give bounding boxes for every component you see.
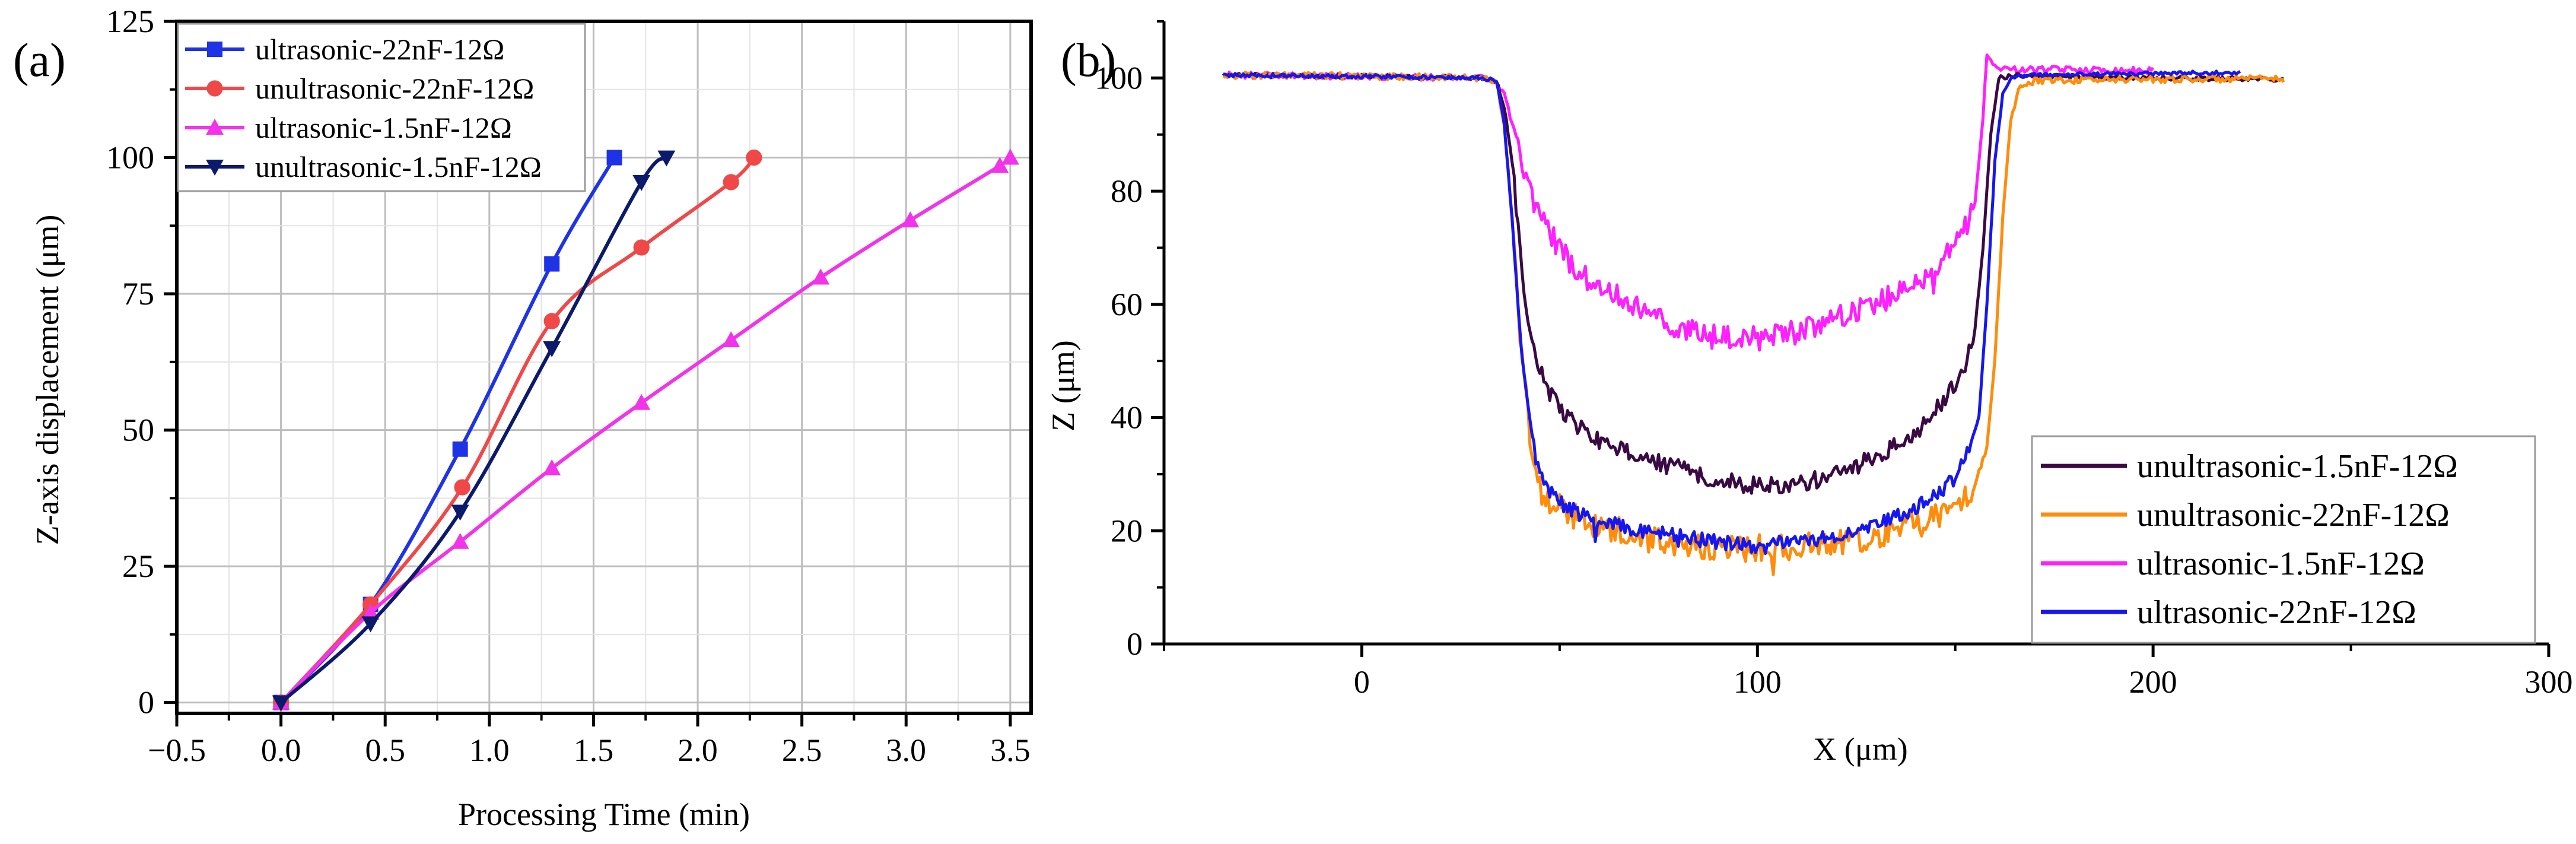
y-tick-label: 60 <box>1111 287 1143 322</box>
data-point-2 <box>991 157 1009 173</box>
y-tick-label: 75 <box>122 276 154 312</box>
data-point-1 <box>746 149 762 166</box>
data-point-2 <box>451 532 469 549</box>
data-point-3 <box>451 505 469 521</box>
x-tick-label: 1.5 <box>574 732 614 768</box>
legend-entry: unultrasonic-22nF-12Ω <box>255 72 534 105</box>
profile-line-3 <box>1223 69 2241 556</box>
x-tick-label: 0.0 <box>261 732 301 768</box>
legend-entry: unultrasonic-1.5nF-12Ω <box>2137 448 2458 485</box>
data-point-3 <box>632 174 651 191</box>
y-tick-label: 25 <box>122 548 154 584</box>
y-tick-label: 40 <box>1111 400 1143 436</box>
x-tick-label: 2.5 <box>782 732 822 768</box>
x-tick-label: 1.0 <box>469 732 510 768</box>
panel-b-ticks: 0 100 200 300 0 20 40 60 80 100 <box>1095 20 2573 700</box>
x-tick-label: 0 <box>1354 664 1370 700</box>
legend-entry: ultrasonic-22nF-12Ω <box>2137 594 2416 631</box>
y-tick-label: 125 <box>106 4 154 39</box>
y-tick-label: 20 <box>1111 513 1143 548</box>
panel-b-legend: unultrasonic-1.5nF-12Ω unultrasonic-22nF-… <box>2031 435 2536 644</box>
data-point-3 <box>543 341 561 357</box>
data-point-2 <box>1001 148 1019 165</box>
panel-b-y-axis-label: Z (μm) <box>1045 340 1081 431</box>
panel-a-x-axis-label: Processing Time (min) <box>458 797 750 832</box>
profile-line-0 <box>1222 71 2284 495</box>
panel-a-frame <box>175 20 1033 715</box>
data-point-2 <box>722 331 740 348</box>
legend-swatch-marker <box>206 160 224 176</box>
legend-box <box>2031 435 2536 644</box>
legend-swatch-marker <box>207 42 222 57</box>
y-tick-label: 100 <box>106 140 154 176</box>
data-point-1 <box>454 479 470 496</box>
panel-b-x-axis-label: X (μm) <box>1813 731 1907 767</box>
data-point-1 <box>543 313 560 329</box>
legend-box <box>177 23 586 192</box>
panel-b-label: (b) <box>1061 34 1116 87</box>
panel-a-plot-area <box>272 148 1019 712</box>
data-point-1 <box>633 239 650 256</box>
legend-entry: ultrasonic-22nF-12Ω <box>255 33 504 66</box>
x-tick-label: 3.0 <box>886 732 927 768</box>
legend-entry: unultrasonic-1.5nF-12Ω <box>255 150 542 183</box>
y-tick-label: 50 <box>122 413 154 448</box>
panel-a-label: (a) <box>13 34 66 87</box>
data-point-2 <box>361 604 380 620</box>
y-tick-label: 0 <box>1127 626 1143 662</box>
x-tick-label: 300 <box>2525 664 2573 700</box>
panel-a-legend: ultrasonic-22nF-12Ω unultrasonic-22nF-12Ω… <box>177 23 586 192</box>
legend-entry: ultrasonic-1.5nF-12Ω <box>2137 545 2425 582</box>
y-tick-label: 80 <box>1111 173 1143 209</box>
legend-entry: ultrasonic-1.5nF-12Ω <box>255 111 512 144</box>
data-point-0 <box>452 441 468 457</box>
y-tick-label: 0 <box>138 685 154 721</box>
series-line-3 <box>279 156 668 704</box>
data-point-1 <box>723 174 739 191</box>
data-point-0 <box>606 150 622 166</box>
panel-a-y-axis-label: Z-axis displacement (μm) <box>30 215 65 545</box>
profile-line-2 <box>1223 53 2155 352</box>
panel-b-plot-area <box>1222 53 2285 576</box>
x-tick-label: 2.0 <box>678 732 718 768</box>
data-point-0 <box>544 256 560 272</box>
legend-swatch-marker <box>206 80 223 97</box>
x-tick-label: 100 <box>1734 664 1782 700</box>
x-tick-label: 200 <box>2129 664 2177 700</box>
x-tick-label: −0.5 <box>148 732 206 768</box>
data-point-3 <box>272 695 290 712</box>
data-point-3 <box>361 616 380 633</box>
legend-swatch-marker <box>206 119 224 135</box>
data-point-2 <box>812 268 830 285</box>
panel-a: (a) −0.5 0.0 0.5 1.0 1.5 2.0 2.5 3.0 3.5 0 25 50 75 1… <box>13 4 1033 832</box>
x-tick-label: 3.5 <box>990 732 1031 768</box>
x-tick-label: 0.5 <box>365 732 405 768</box>
legend-entry: unultrasonic-22nF-12Ω <box>2137 497 2450 534</box>
data-point-2 <box>632 394 651 410</box>
panel-a-ticks: −0.5 0.0 0.5 1.0 1.5 2.0 2.5 3.0 3.5 0 25 50 75 100 12… <box>106 4 1031 768</box>
y-tick-label: 100 <box>1095 60 1143 96</box>
data-point-3 <box>657 150 676 167</box>
data-point-2 <box>543 459 561 475</box>
data-point-2 <box>901 211 920 228</box>
panel-b: (b) 0 100 200 300 0 20 40 60 80 100 X (μm) Z (μm)… <box>1045 20 2573 767</box>
